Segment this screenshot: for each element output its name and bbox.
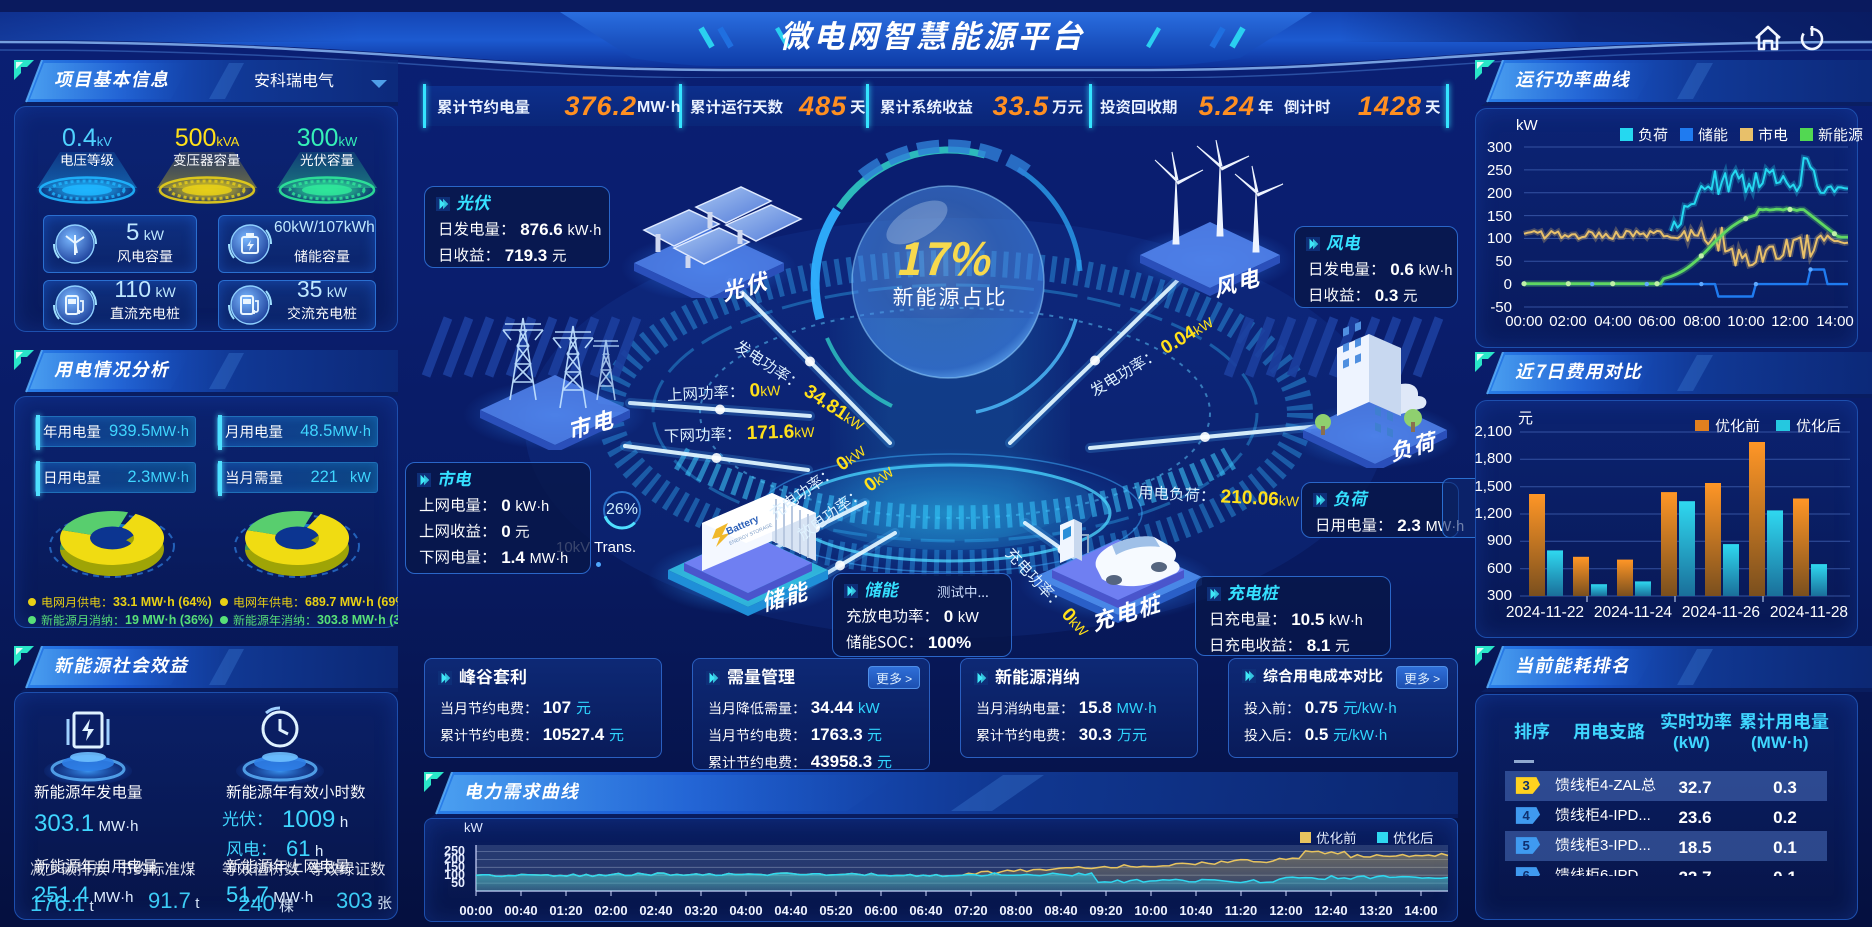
svg-text:4: 4 (1523, 808, 1531, 823)
svg-text:3: 3 (1523, 778, 1530, 793)
svg-text:5: 5 (1523, 838, 1530, 853)
svg-text:6: 6 (1523, 868, 1530, 876)
